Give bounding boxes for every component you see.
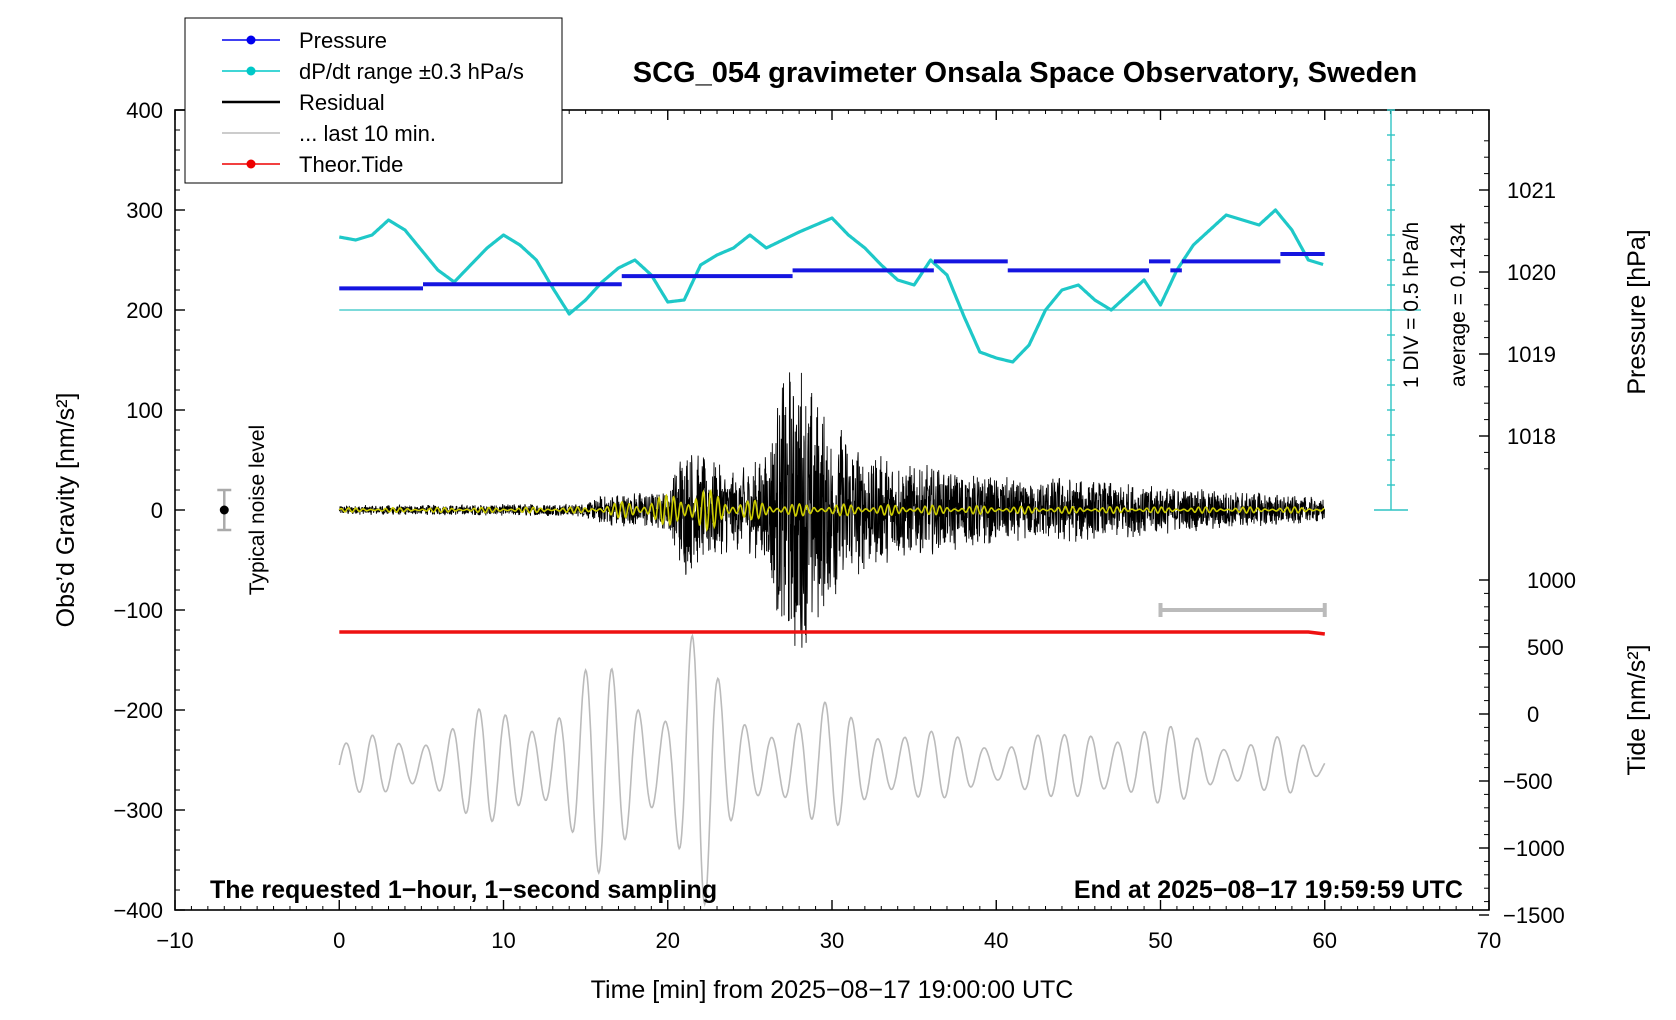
y-tick-label: −400 — [113, 898, 163, 923]
footer-left: The requested 1−hour, 1−second sampling — [210, 876, 717, 904]
footer-right: End at 2025−08−17 19:59:59 UTC — [1074, 876, 1463, 904]
last-10-min-series — [338, 633, 1326, 907]
theor-tide-series — [339, 630, 1326, 636]
average-note: average = 0.1434 — [1447, 223, 1470, 387]
pressure-tick-label: 1019 — [1507, 342, 1556, 367]
y-axis-ticks: 400 300 200 100 0 −100 −200 −300 −400 — [113, 98, 185, 923]
tide-tick-label: −500 — [1503, 769, 1553, 794]
pressure-series — [339, 251, 1325, 291]
legend-label: dP/dt range ±0.3 hPa/s — [299, 59, 524, 84]
tide-tick-label: 500 — [1527, 635, 1564, 660]
legend-marker — [246, 35, 256, 45]
y-tick-label: −300 — [113, 798, 163, 823]
y-tick-label: 100 — [126, 398, 163, 423]
noise-dot — [219, 505, 229, 515]
legend-marker — [246, 66, 256, 76]
legend-marker — [246, 159, 256, 169]
y-tick-label: 300 — [126, 198, 163, 223]
y-tick-label: −200 — [113, 698, 163, 723]
x-tick-label: 30 — [820, 928, 844, 953]
tide-tick-label: −1500 — [1503, 903, 1565, 928]
y-tick-label: 400 — [126, 98, 163, 123]
legend-box — [184, 17, 563, 184]
residual-filtered-series — [338, 488, 1325, 532]
y-axis-label: Obs’d Gravity [nm/s²] — [52, 393, 80, 628]
x-tick-label: 60 — [1313, 928, 1337, 953]
legend: Pressure dP/dt range ±0.3 hPa/s Residual..… — [184, 17, 563, 184]
y-tick-label: 0 — [151, 498, 163, 523]
x-tick-label: 50 — [1148, 928, 1172, 953]
scale-note: 1 DIV = 0.5 hPa/h — [1400, 222, 1423, 388]
x-tick-label: 40 — [984, 928, 1008, 953]
legend-label: Residual — [299, 90, 385, 115]
theor-tide-line — [339, 630, 1326, 636]
y-tick-label: −100 — [113, 598, 163, 623]
pressure-axis-label: Pressure [hPa] — [1623, 229, 1651, 394]
x-tick-label: 10 — [491, 928, 515, 953]
residual-filtered-line — [338, 488, 1325, 532]
pressure-tick-label: 1020 — [1507, 260, 1556, 285]
tide-axis-label: Tide [nm/s²] — [1623, 644, 1651, 775]
x-tick-label: 0 — [333, 928, 345, 953]
y-tick-label: 200 — [126, 298, 163, 323]
tide-tick-label: 1000 — [1527, 568, 1576, 593]
pressure-tick-label: 1018 — [1507, 424, 1556, 449]
pressure-tick-label: 1021 — [1507, 178, 1556, 203]
x-axis-label: Time [min] from 2025−08−17 19:00:00 UTC — [591, 976, 1074, 1004]
dpdt-line — [339, 208, 1324, 364]
legend-label: Theor.Tide — [299, 152, 403, 177]
chart-title: SCG_054 gravimeter Onsala Space Observat… — [633, 57, 1417, 89]
legend-label: Pressure — [299, 28, 387, 53]
x-tick-label: −10 — [156, 928, 193, 953]
tide-tick-label: 0 — [1527, 702, 1539, 727]
x-tick-label: 20 — [656, 928, 680, 953]
legend-label: ... last 10 min. — [299, 121, 436, 146]
last-10-min-marker — [1158, 603, 1327, 617]
last-10-min-line — [338, 633, 1326, 907]
noise-level-indicator — [217, 488, 232, 532]
dpdt-reference — [339, 109, 1421, 511]
pressure-axis-ticks: 1021 1020 1019 1018 — [1479, 178, 1556, 449]
dpdt-series — [339, 208, 1324, 364]
x-tick-label: 70 — [1477, 928, 1501, 953]
noise-level-label: Typical noise level — [246, 425, 269, 595]
tide-axis-ticks: 1000 500 0 −500 −1000 −1500 — [1479, 568, 1576, 928]
x-axis-ticks: −10 0 10 20 30 40 50 60 70 — [156, 110, 1501, 953]
tide-tick-label: −1000 — [1503, 836, 1565, 861]
